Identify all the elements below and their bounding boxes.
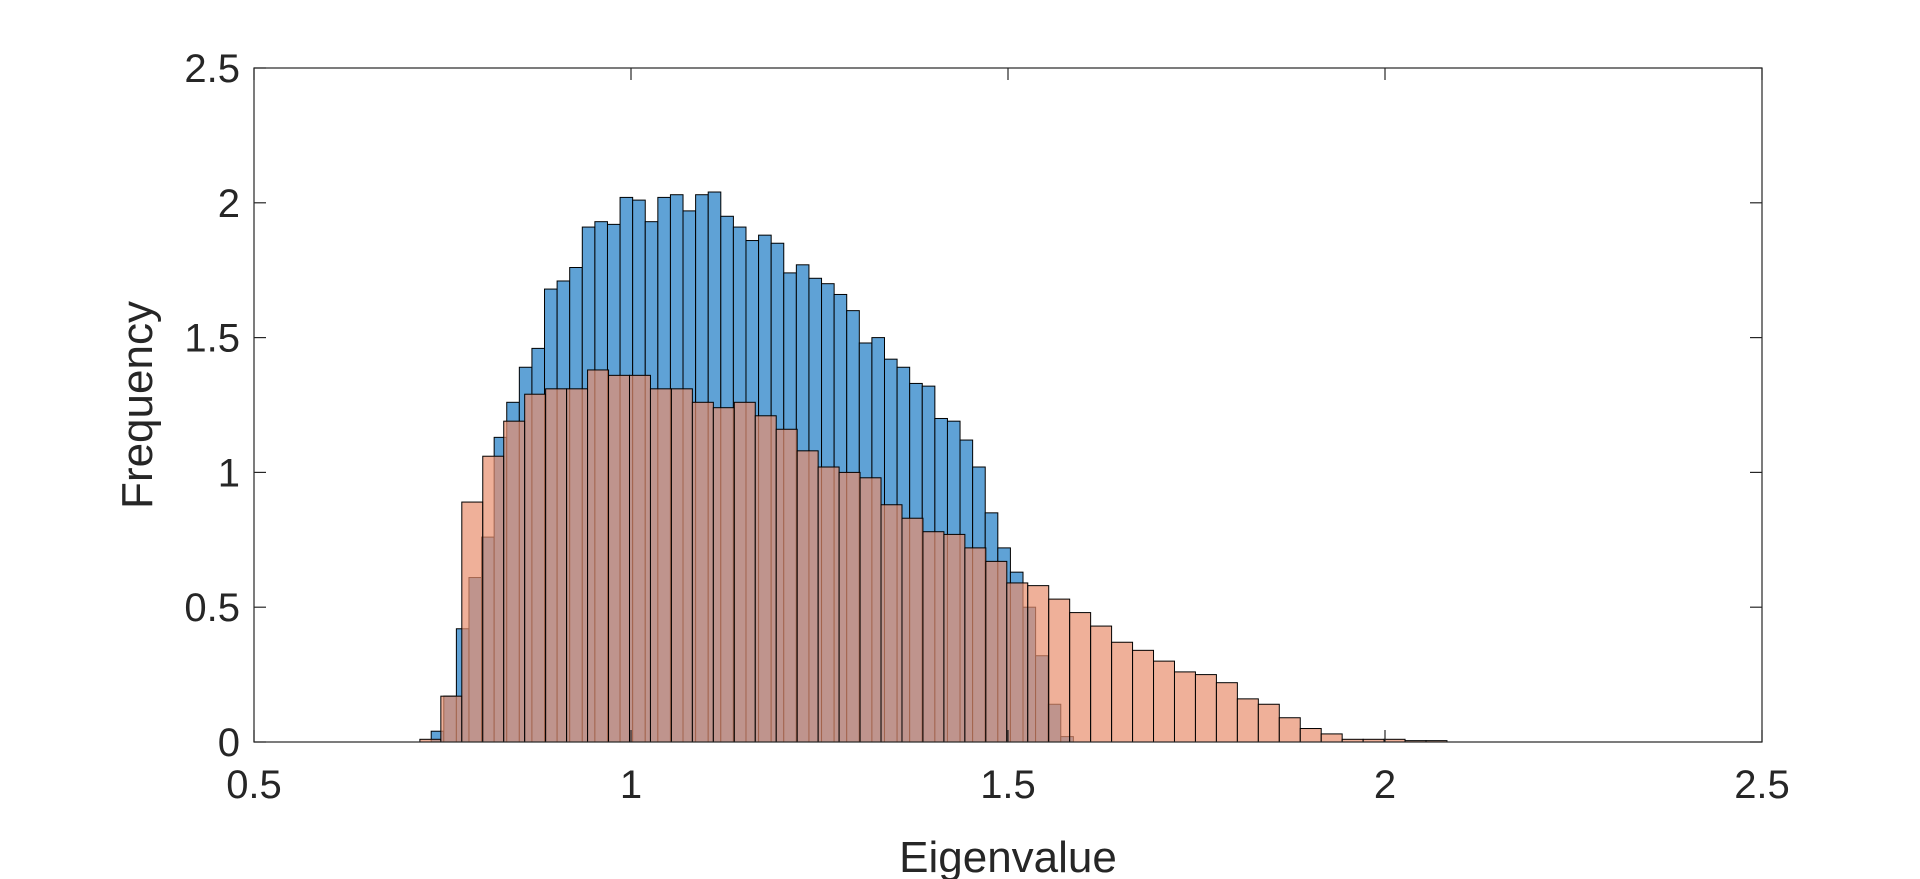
- series-2-bar: [964, 547, 987, 743]
- x-tick-label: 2: [1374, 763, 1396, 807]
- series-2-bar: [775, 428, 798, 743]
- series-2-bar: [1006, 582, 1029, 743]
- series-2-bar: [1069, 612, 1092, 743]
- series-2-bar: [901, 517, 924, 743]
- series-2-bar: [440, 695, 463, 743]
- series-2-bar: [670, 388, 693, 743]
- series-2-bar: [1194, 674, 1217, 743]
- y-tick-label: 0: [218, 721, 240, 765]
- series-2-bar: [461, 501, 484, 743]
- y-tick-label: 0.5: [184, 586, 240, 630]
- series-2-bar: [754, 415, 777, 743]
- series-2-bar: [649, 388, 672, 743]
- x-tick-labels: 0.5 1 1.5 2 2.5: [226, 763, 1790, 807]
- y-tick-label: 2: [218, 182, 240, 226]
- series-2-bar: [587, 369, 610, 743]
- y-tick-labels: 0 0.5 1 1.5 2 2.5: [184, 47, 240, 765]
- series-2-bar: [1173, 671, 1196, 743]
- axis-ticks: [253, 67, 1763, 743]
- series-2-bars: [419, 369, 1448, 743]
- series-2-bar: [817, 466, 840, 743]
- series-2-bar: [712, 407, 735, 743]
- x-tick-label: 1: [620, 763, 642, 807]
- series-2-bar: [838, 471, 861, 743]
- series-2-bar: [943, 533, 966, 743]
- series-2-bar: [1048, 598, 1071, 743]
- series-2-bar: [733, 401, 756, 743]
- x-tick-label: 2.5: [1734, 763, 1790, 807]
- series-2-bar: [566, 388, 589, 743]
- series-2-bar: [482, 455, 505, 743]
- series-2-bar: [1278, 717, 1301, 743]
- series-2-bar: [545, 388, 568, 743]
- series-2-bar: [1215, 682, 1238, 743]
- series-2-bar: [796, 450, 819, 743]
- x-tick-label: 1.5: [980, 763, 1036, 807]
- series-2-bar: [524, 393, 547, 743]
- y-tick-label: 1: [218, 451, 240, 495]
- series-2-bar: [985, 560, 1008, 743]
- x-tick-label: 0.5: [226, 763, 282, 807]
- series-2-bar: [1132, 649, 1155, 743]
- x-axis-title: Eigenvalue: [899, 833, 1117, 879]
- series-2-bar: [880, 504, 903, 743]
- series-2-bar: [503, 420, 526, 743]
- series-2-bar: [1153, 660, 1175, 743]
- series-2-bar: [1320, 733, 1343, 743]
- series-2-bar: [1236, 698, 1259, 743]
- series-2-bar: [1111, 641, 1134, 743]
- series-2-bar: [1257, 703, 1280, 743]
- series-2-bar: [1299, 728, 1322, 743]
- y-tick-label: 2.5: [184, 47, 240, 91]
- series-2-bar: [859, 477, 882, 743]
- series-2-bar: [922, 531, 945, 743]
- series-2-bar: [1090, 625, 1113, 743]
- series-2-bar: [628, 374, 651, 743]
- y-tick-label: 1.5: [184, 317, 240, 361]
- y-axis-title: Frequency: [113, 301, 162, 509]
- series-2-bar: [1027, 585, 1050, 743]
- series-2-bar: [691, 401, 714, 743]
- series-2-bar: [608, 374, 630, 743]
